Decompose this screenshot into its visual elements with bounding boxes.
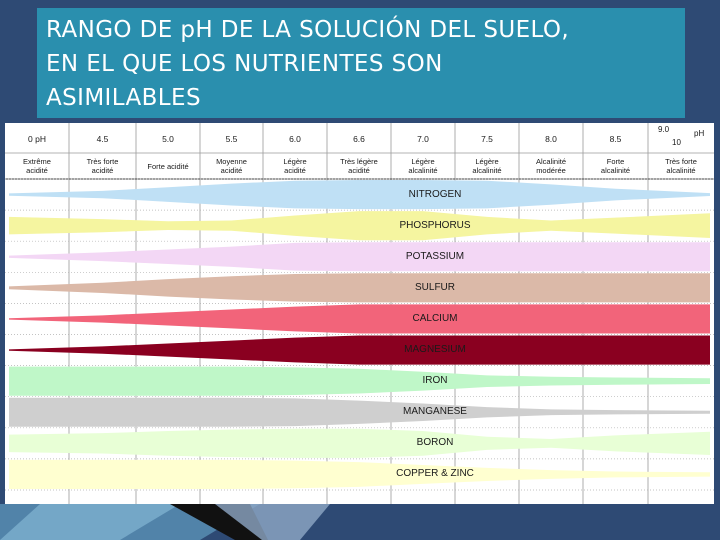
acidity-category-line: alcalinité bbox=[600, 166, 631, 175]
nutrient-band-magnesium bbox=[9, 335, 710, 365]
ph-header-label: 7.0 bbox=[417, 134, 429, 144]
acidity-category-line: Forte bbox=[606, 157, 625, 166]
acidity-category-line: Légère bbox=[411, 157, 435, 166]
bottom-decorative-stripes bbox=[0, 504, 720, 540]
nutrient-ph-chart: 0 pH 4.5 5.0 5.5 6.0 6.6 7.0 7.5 8.0 8.5 9.0 pH 10 Ex… bbox=[5, 123, 714, 504]
ph-header-label: 4.5 bbox=[96, 134, 109, 144]
acidity-category-line: Très forte bbox=[86, 157, 119, 166]
ph-header-label: 0 pH bbox=[28, 134, 46, 144]
slide-title-line-3: ASIMILABLES bbox=[46, 85, 201, 111]
nutrient-name-label: POTASSIUM bbox=[405, 250, 465, 262]
nutrient-name-label: NITROGEN bbox=[408, 188, 462, 200]
ph-header-label: 5.5 bbox=[225, 134, 238, 144]
ph-header-last-bottom: 10 bbox=[672, 138, 681, 147]
nutrient-band-nitrogen bbox=[9, 180, 710, 210]
nutrient-band-iron bbox=[9, 366, 710, 396]
acidity-category-line: acidité bbox=[220, 166, 243, 175]
acidity-category-line: Moyenne bbox=[216, 157, 247, 166]
ph-header-last-top: 9.0 bbox=[658, 125, 670, 134]
acidity-category-label: Légère acidité bbox=[263, 157, 327, 175]
slide-title-box: RANGO DE pH DE LA SOLUCIÓN DEL SUELO, EN… bbox=[37, 8, 685, 118]
nutrient-band-phosphorus bbox=[9, 211, 710, 241]
nutrient-band-boron bbox=[9, 428, 710, 458]
ph-header-label: 6.0 bbox=[289, 134, 301, 144]
acidity-category-line: acidité bbox=[26, 166, 48, 175]
acidity-category-label: Alcalinité modérée bbox=[519, 157, 583, 175]
ph-header-last-unit: pH bbox=[694, 129, 705, 138]
acidity-category-label: Moyenne acidité bbox=[200, 157, 263, 175]
acidity-category-label: Extrême acidité bbox=[5, 157, 69, 175]
nutrient-name-label: IRON bbox=[422, 375, 448, 387]
acidity-category-line: acidité bbox=[348, 166, 370, 175]
nutrient-name-label: PHOSPHORUS bbox=[399, 219, 471, 231]
ph-header-label: 8.5 bbox=[609, 134, 622, 144]
nutrient-band-calcium bbox=[9, 304, 710, 334]
acidity-category-line: Alcalinité bbox=[535, 157, 566, 166]
acidity-category-line: alcalinité bbox=[472, 166, 502, 175]
acidity-category-label: Très forte acidité bbox=[69, 157, 136, 175]
acidity-category-line: acidité bbox=[284, 166, 306, 175]
nutrient-band-sulfur bbox=[9, 273, 710, 303]
nutrient-band-manganese bbox=[9, 397, 710, 427]
acidity-category-label: Légère alcalinité bbox=[391, 157, 455, 175]
ph-header-label: 6.6 bbox=[353, 134, 365, 144]
acidity-category-line: Très légère bbox=[340, 157, 378, 166]
slide-title-line-1: RANGO DE pH DE LA SOLUCIÓN DEL SUELO, bbox=[46, 17, 570, 43]
nutrient-name-label: CALCIUM bbox=[412, 312, 458, 324]
nutrient-name-label: SULFUR bbox=[414, 281, 456, 293]
acidity-category-label: Forte alcalinité bbox=[583, 157, 648, 175]
acidity-category-line: Forte acidité bbox=[147, 162, 189, 171]
acidity-category-line: Légère bbox=[475, 157, 499, 166]
nutrient-name-label: MANGANESE bbox=[403, 406, 467, 418]
acidity-category-line: modérée bbox=[536, 166, 566, 175]
nutrient-band-copper-zinc bbox=[9, 459, 710, 489]
ph-header-label: 7.5 bbox=[481, 134, 493, 144]
acidity-category-label: Très légère acidité bbox=[327, 157, 391, 175]
acidity-category-line: alcalinité bbox=[666, 166, 696, 175]
acidity-category-label: Forte acidité bbox=[136, 162, 200, 171]
acidity-category-line: Légère bbox=[283, 157, 307, 166]
acidity-category-line: Extrême bbox=[23, 157, 51, 166]
nutrient-ph-chart-svg bbox=[5, 123, 714, 504]
acidity-category-label: Très forte alcalinité bbox=[648, 157, 714, 175]
nutrient-band-potassium bbox=[9, 242, 710, 272]
nutrient-name-label: MAGNESIUM bbox=[404, 344, 466, 356]
acidity-category-line: Très forte bbox=[665, 157, 697, 166]
nutrient-name-label: BORON bbox=[416, 437, 454, 449]
acidity-category-line: acidité bbox=[91, 166, 114, 175]
ph-header-label: 8.0 bbox=[545, 134, 557, 144]
slide-title-line-2: EN EL QUE LOS NUTRIENTES SON bbox=[46, 51, 443, 77]
nutrient-name-label: COPPER & ZINC bbox=[396, 468, 474, 480]
acidity-category-label: Légère alcalinité bbox=[455, 157, 519, 175]
acidity-category-line: alcalinité bbox=[408, 166, 438, 175]
ph-header-label: 5.0 bbox=[162, 134, 174, 144]
